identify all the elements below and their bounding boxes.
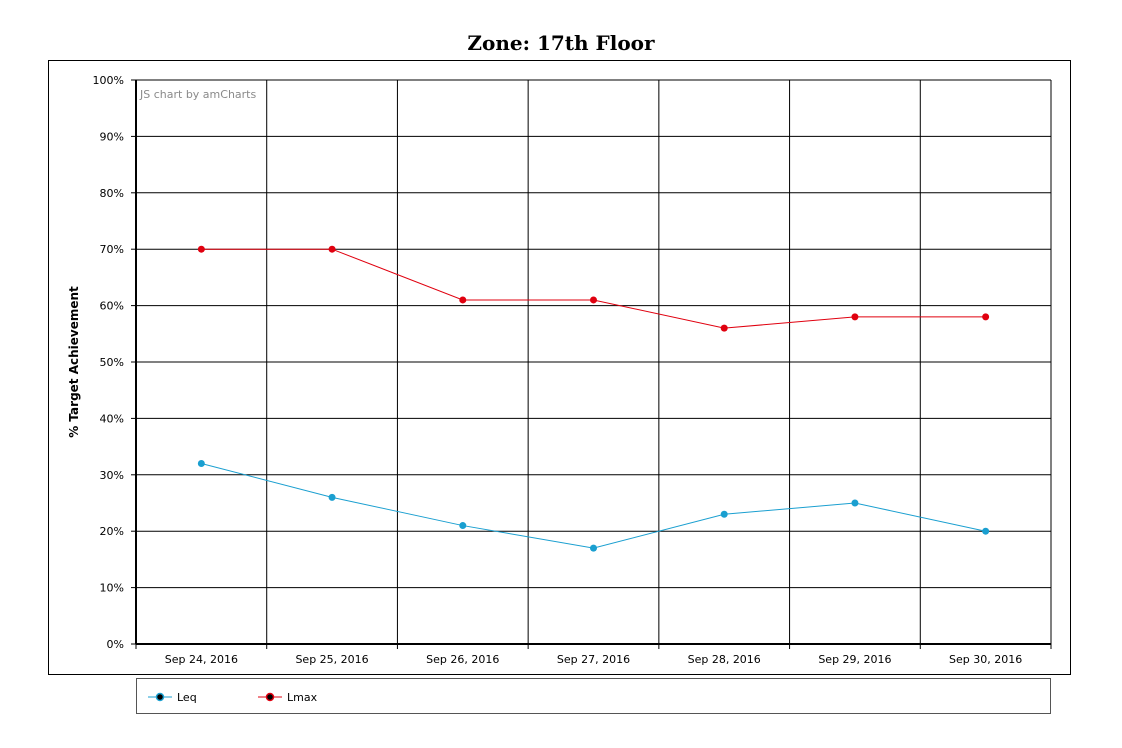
data-point-lmax bbox=[851, 313, 859, 321]
x-tick-label: Sep 29, 2016 bbox=[818, 653, 891, 666]
y-tick-label: 60% bbox=[100, 300, 124, 313]
y-tick-label: 100% bbox=[93, 74, 124, 87]
y-tick-label: 70% bbox=[100, 243, 124, 256]
x-tick-label: Sep 25, 2016 bbox=[295, 653, 368, 666]
legend-marker-lmax bbox=[265, 692, 275, 702]
y-tick-label: 80% bbox=[100, 187, 124, 200]
y-axis-label: % Target Achievement bbox=[67, 286, 81, 438]
data-point-leq bbox=[720, 510, 728, 518]
series-line-leq bbox=[201, 463, 986, 549]
data-point-lmax bbox=[720, 324, 728, 332]
chart-title: Zone: 17th Floor bbox=[467, 31, 655, 55]
x-tick-label: Sep 24, 2016 bbox=[165, 653, 238, 666]
x-tick-label: Sep 27, 2016 bbox=[557, 653, 630, 666]
data-point-leq bbox=[328, 493, 336, 501]
data-point-leq bbox=[590, 544, 597, 552]
y-tick-label: 20% bbox=[100, 525, 124, 538]
y-tick-label: 0% bbox=[107, 638, 124, 651]
legend-label-leq: Leq bbox=[177, 691, 197, 704]
x-tick-label: Sep 26, 2016 bbox=[426, 653, 499, 666]
y-tick-label: 40% bbox=[100, 412, 124, 425]
data-point-leq bbox=[197, 460, 205, 468]
data-point-leq bbox=[459, 522, 467, 530]
legend-marker-leq bbox=[155, 692, 165, 702]
y-tick-label: 10% bbox=[100, 582, 124, 595]
y-tick-label: 30% bbox=[100, 469, 124, 482]
amcharts-watermark: JS chart by amCharts bbox=[139, 88, 256, 101]
chart-frame bbox=[48, 60, 1071, 675]
data-point-leq bbox=[851, 499, 859, 507]
legend-label-lmax: Lmax bbox=[287, 691, 318, 704]
data-point-lmax bbox=[590, 296, 597, 304]
data-point-lmax bbox=[459, 296, 467, 304]
y-tick-label: 90% bbox=[100, 130, 124, 143]
legend bbox=[136, 678, 1051, 714]
y-tick-label: 50% bbox=[100, 356, 124, 369]
x-tick-label: Sep 28, 2016 bbox=[688, 653, 761, 666]
grid: 0% 10% 20% 30% 40% 50% 60% 70% 80% 90% 100% bbox=[93, 74, 1052, 651]
data-point-lmax bbox=[197, 245, 205, 253]
data-point-lmax bbox=[328, 245, 336, 253]
data-point-leq bbox=[982, 527, 990, 535]
series-line-lmax bbox=[201, 248, 986, 329]
data-point-lmax bbox=[982, 313, 990, 321]
x-tick-label: Sep 30, 2016 bbox=[949, 653, 1022, 666]
